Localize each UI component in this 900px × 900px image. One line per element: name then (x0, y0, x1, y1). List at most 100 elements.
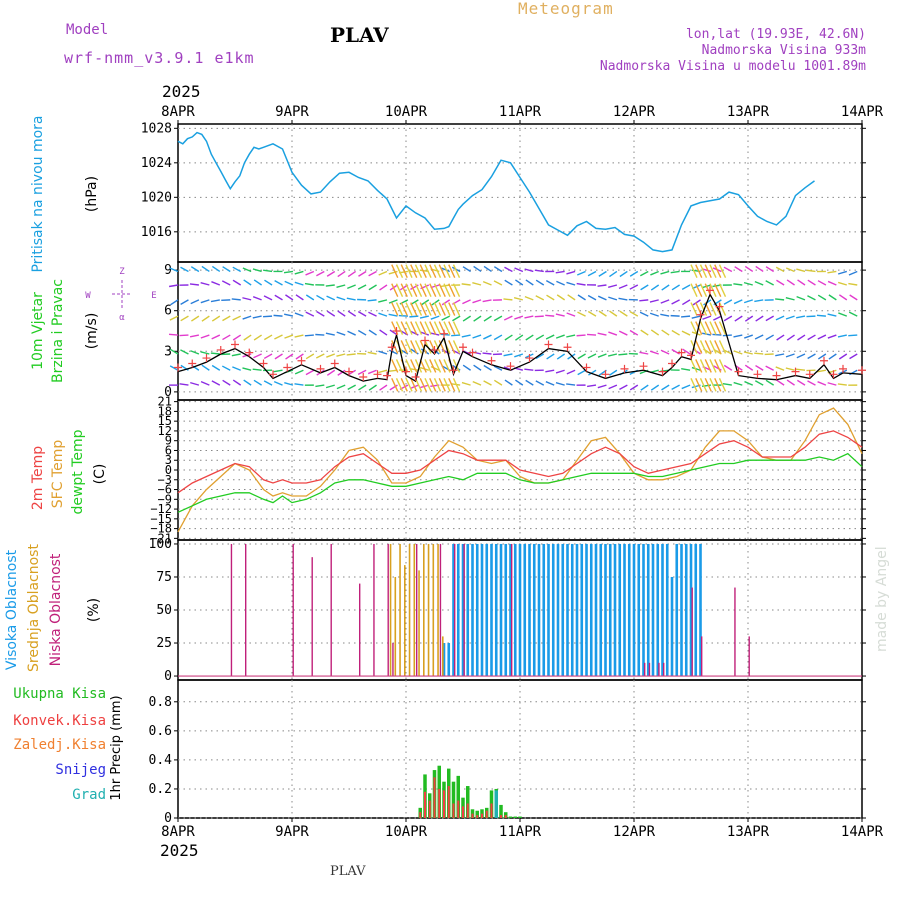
wind-vector (545, 381, 555, 386)
precip-legend-label: Ukupna Kisa (13, 686, 106, 702)
wind-vector (690, 321, 698, 335)
wind-vector (357, 310, 367, 317)
wind-vector (201, 315, 210, 322)
wind-vector (714, 359, 722, 373)
wind-vector (211, 364, 221, 371)
wind-vector (576, 334, 586, 337)
wind-vector (368, 284, 377, 291)
wind-vector (671, 384, 680, 390)
wind-vector (556, 280, 565, 286)
y-tick-label: −9 (158, 492, 172, 506)
wind-vector (743, 351, 753, 355)
y-tick-label: 0.8 (149, 695, 172, 710)
wind-vector (433, 378, 442, 392)
cloud-bar (580, 543, 584, 677)
wind-vector (253, 334, 262, 341)
wind-vector (443, 302, 451, 316)
wind-vector (305, 294, 315, 301)
wind-vector (221, 365, 231, 371)
cloud-bar (689, 543, 693, 677)
temp-unit-label: (C) (92, 464, 108, 485)
wind-vector (649, 312, 659, 317)
wind-vector (660, 270, 670, 275)
wind-vector (284, 313, 294, 317)
wind-vector (326, 310, 336, 317)
wind-vector (504, 279, 513, 286)
precip-bar (443, 790, 445, 818)
y-tick-label: 12 (158, 424, 172, 438)
wind-vector (337, 310, 346, 317)
wind-vector (414, 321, 423, 335)
wind-vector (775, 315, 785, 321)
cloud-bar (665, 543, 669, 677)
wind-vector (629, 329, 639, 336)
wind-vector (566, 312, 576, 317)
wind-vector (555, 369, 565, 374)
wind-vector (682, 348, 691, 355)
cloud-bar (556, 543, 560, 677)
wind-gust-marker (449, 366, 458, 375)
wind-vector (326, 295, 336, 301)
wind-vector (391, 359, 399, 373)
precip-bar (490, 803, 493, 818)
wind-vector (704, 340, 712, 354)
wind-vector (414, 264, 423, 278)
wind-vector (347, 284, 356, 290)
wind-vector (378, 312, 388, 317)
wind-vector (264, 279, 273, 286)
meteogram-label: Meteogram (518, 0, 614, 18)
wind-vector (608, 331, 618, 336)
wind-vector (718, 302, 727, 316)
wind-vector (609, 310, 618, 317)
precip-bar (424, 791, 426, 818)
wind-vector (597, 353, 607, 358)
wind-vector (704, 264, 712, 278)
wind-vector (405, 283, 413, 297)
wind-gust-marker (316, 364, 325, 373)
cloud-bar (523, 543, 527, 677)
y-tick-label: 1016 (141, 225, 172, 240)
wind-vector (179, 383, 189, 386)
elevation-label: Nadmorska Visina 933m (702, 43, 867, 58)
wind-vector (513, 297, 524, 301)
wind-gust-marker (392, 327, 401, 335)
wind-vector (452, 321, 461, 335)
wind-vector (660, 299, 670, 304)
wind-vector (347, 310, 357, 317)
wind-vector (556, 294, 566, 301)
wind-vector (807, 334, 816, 341)
wind-vector (433, 340, 442, 354)
wind-vector (690, 264, 698, 278)
wind-vector (252, 268, 262, 273)
wind-vector (713, 315, 722, 321)
wind-vector (414, 378, 423, 392)
wind-vector (586, 384, 597, 388)
wind-vector (443, 378, 451, 392)
y-tick-label: 0 (165, 463, 172, 477)
wind-vector (210, 299, 220, 303)
wind-vector (577, 353, 586, 360)
wind-vector (567, 353, 576, 360)
wind-gust-marker (283, 363, 292, 372)
wind-vector (263, 353, 273, 360)
wind-vector (284, 334, 294, 339)
wind-vector (566, 281, 576, 286)
wind-vector (699, 321, 708, 335)
wind-vector (699, 283, 708, 297)
wind-vector (566, 334, 576, 338)
wind-vector (709, 264, 717, 278)
y-tick-label: 15 (158, 414, 172, 428)
wind-vector (294, 383, 304, 386)
wind-vector (429, 283, 437, 297)
wind-vector (221, 280, 231, 286)
y-tick-label: 1020 (141, 190, 172, 205)
wind-vector (690, 378, 698, 392)
wind-gust-marker (269, 370, 277, 379)
wind-vector (400, 321, 408, 335)
wind-vector (671, 284, 680, 291)
wind-vector (718, 283, 727, 297)
wind-vector (391, 378, 399, 392)
wind-vector (274, 334, 283, 340)
wind-vector (419, 283, 427, 297)
